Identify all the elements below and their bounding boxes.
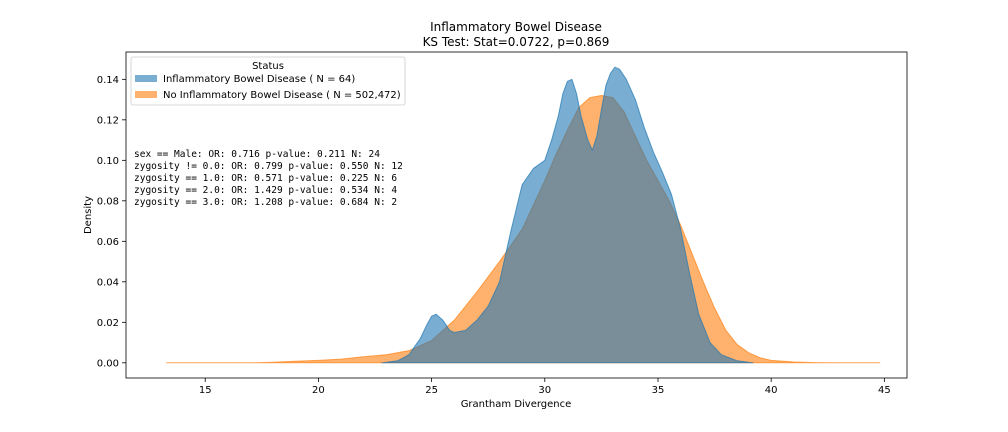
annotation-line: zygosity == 1.0: OR: 0.571 p-value: 0.22… (134, 173, 397, 184)
legend-title: Status (252, 61, 284, 72)
chart-title: Inflammatory Bowel Disease (430, 20, 602, 34)
y-tick-label: 0.06 (97, 237, 119, 248)
annotation-line: sex == Male: OR: 0.716 p-value: 0.211 N:… (134, 149, 380, 160)
density-area-ibd (381, 66, 754, 364)
series-layer (166, 66, 881, 364)
y-axis-label: Density (83, 196, 94, 234)
x-axis: 15 20 25 30 35 40 45 (199, 378, 891, 396)
legend-swatch-no-ibd (135, 91, 157, 98)
legend-swatch-ibd (135, 75, 157, 82)
y-tick-label: 0.14 (97, 75, 119, 86)
x-axis-label: Grantham Divergence (461, 399, 572, 410)
legend-label-ibd: Inflammatory Bowel Disease ( N = 64) (163, 74, 355, 85)
x-tick-label: 15 (199, 385, 212, 396)
annotation-line: zygosity == 2.0: OR: 1.429 p-value: 0.53… (134, 185, 397, 196)
chart-subtitle: KS Test: Stat=0.0722, p=0.869 (423, 35, 610, 49)
annotation-line: zygosity == 3.0: OR: 1.208 p-value: 0.68… (134, 197, 397, 208)
legend: Status Inflammatory Bowel Disease ( N = … (130, 56, 406, 106)
x-tick-label: 35 (652, 385, 665, 396)
y-tick-label: 0.02 (97, 318, 119, 329)
y-tick-label: 0.10 (97, 156, 119, 167)
x-tick-label: 40 (765, 385, 778, 396)
x-tick-label: 30 (538, 385, 551, 396)
y-tick-label: 0.00 (97, 358, 119, 369)
plot-frame (125, 51, 908, 379)
x-tick-label: 20 (312, 385, 325, 396)
legend-box (130, 56, 406, 106)
x-tick-label: 45 (878, 385, 891, 396)
y-tick-label: 0.12 (97, 115, 119, 126)
annotation-line: zygosity != 0.0: OR: 0.799 p-value: 0.55… (134, 161, 403, 172)
y-tick-label: 0.08 (97, 196, 119, 207)
stats-annotations: sex == Male: OR: 0.716 p-value: 0.211 N:… (134, 149, 403, 208)
legend-label-no-ibd: No Inflammatory Bowel Disease ( N = 502,… (163, 90, 401, 101)
x-tick-label: 25 (425, 385, 438, 396)
y-axis: 0.00 0.02 0.04 0.06 0.08 0.10 0.12 0.14 (97, 75, 126, 369)
y-tick-label: 0.04 (97, 277, 119, 288)
